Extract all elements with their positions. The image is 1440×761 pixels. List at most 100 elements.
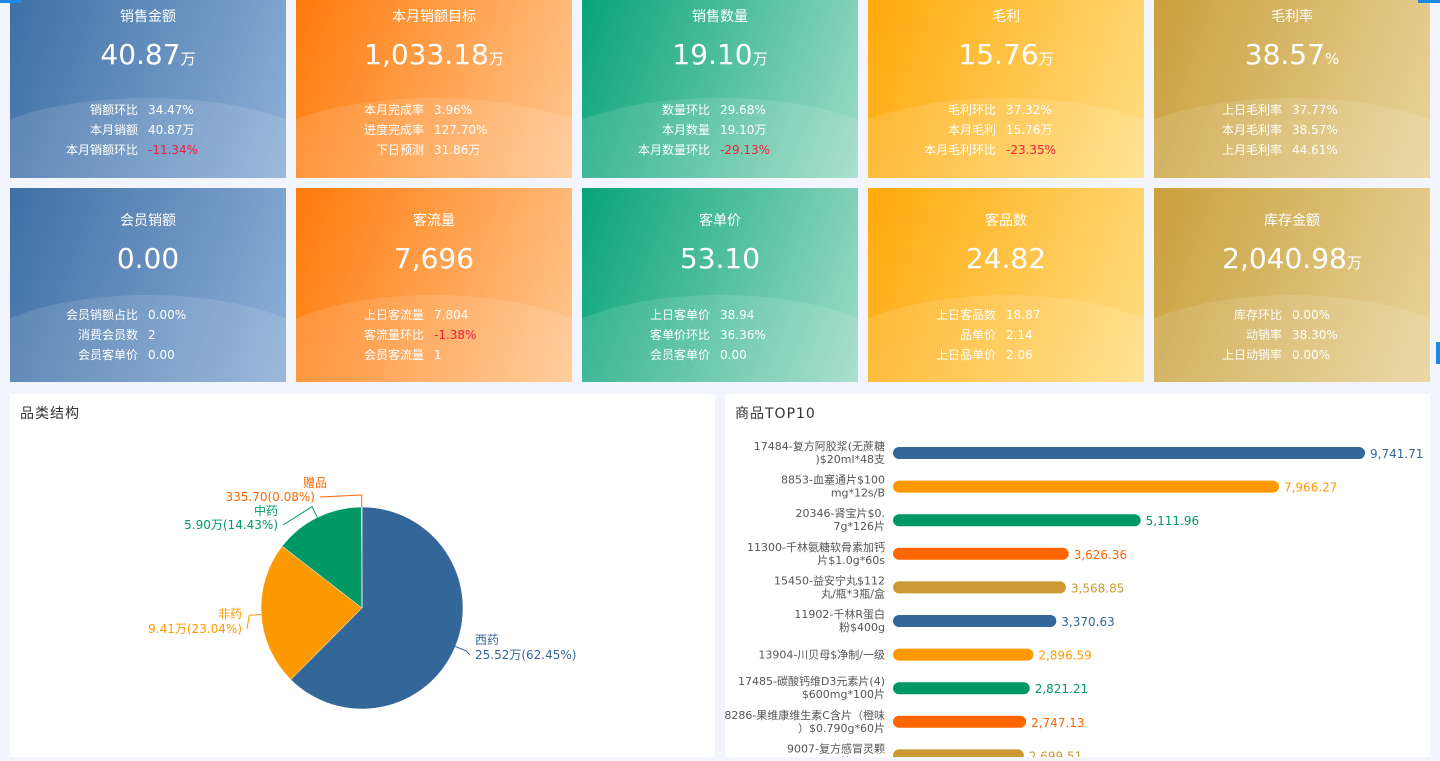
scrollbar-thumb[interactable] <box>1436 342 1440 364</box>
bar[interactable] <box>893 682 1030 695</box>
kpi-row-value: 0.00% <box>1292 348 1331 362</box>
kpi-row: 本月数量环比 -29.13% <box>582 140 858 160</box>
kpi-row-value: 36.36% <box>720 328 766 342</box>
kpi-title: 会员销额 <box>120 213 176 229</box>
kpi-row-label: 上日毛利率 <box>1221 103 1282 117</box>
bar[interactable] <box>893 547 1069 560</box>
kpi-row-value: 2.06 <box>1006 348 1033 362</box>
kpi-card: 客流量 7,696 上日客流量 7,804 客流量环比 -1.38% 会员客流量 1 <box>296 188 572 382</box>
kpi-row-label: 上日动销率 <box>1221 348 1282 362</box>
bar-category-label: 18286-果维康维生素C含片（橙味 <box>725 708 885 722</box>
kpi-row-value: 1 <box>434 348 442 362</box>
kpi-row: 上日品单价 2.06 <box>868 345 1144 365</box>
kpi-row-value: 38.30% <box>1292 328 1338 342</box>
kpi-number: 19.10 <box>672 38 753 71</box>
kpi-row: 上日动销率 0.00% <box>1154 345 1430 365</box>
pie-slice[interactable] <box>281 506 363 609</box>
kpi-row-value: 15.76万 <box>1006 123 1053 137</box>
kpi-card: 销售金额 40.87万 销额环比 34.47% 本月销额 40.87万 本月销额环比 -1… <box>10 0 286 178</box>
pie-label-line <box>455 646 471 656</box>
kpi-row: 动销率 38.30% <box>1154 325 1430 345</box>
kpi-row-label: 数量环比 <box>661 103 710 117</box>
bar[interactable] <box>893 514 1141 527</box>
bar[interactable] <box>893 447 1365 459</box>
bar-value-label: 2,896.59 <box>1038 649 1091 663</box>
kpi-row-value: 18.87 <box>1006 308 1041 322</box>
bar-value-label: 7,966.27 <box>1284 481 1337 495</box>
kpi-row-label: 客单价环比 <box>649 328 710 342</box>
bar[interactable] <box>893 749 1024 761</box>
kpi-row-value: -11.34% <box>148 143 199 157</box>
kpi-title: 客流量 <box>413 213 455 229</box>
kpi-row-label: 上日客单价 <box>649 308 710 322</box>
kpi-unit: 万 <box>1038 50 1054 68</box>
kpi-unit: 万 <box>488 50 504 68</box>
kpi-row: 上日客单价 38.94 <box>582 305 858 325</box>
kpi-row-label: 本月毛利率 <box>1221 123 1282 137</box>
bar-category-label: 粉$400g <box>839 621 885 634</box>
kpi-row: 本月销额环比 -11.34% <box>10 140 286 160</box>
bar-value-label: 3,568.85 <box>1071 581 1124 595</box>
pie-label-name: 西药 <box>475 633 499 647</box>
bar-category-label: 片$1.0g*60s <box>817 554 885 567</box>
kpi-row: 会员客单价 0.00 <box>10 345 286 365</box>
kpi-unit: 万 <box>180 50 196 68</box>
kpi-row-value: 29.68% <box>720 103 766 117</box>
bar-category-label: 17485-碳酸钙维D3元素片(4) <box>738 674 885 688</box>
kpi-row-value: 2.14 <box>1006 328 1033 342</box>
kpi-number: 0.00 <box>116 242 180 275</box>
kpi-row-value: -29.13% <box>720 143 771 157</box>
kpi-row: 本月完成率 3.96% <box>296 100 572 120</box>
pie-slice[interactable] <box>290 506 464 710</box>
kpi-card: 客品数 24.82 上日客品数 18.87 品单价 2.14 上日品单价 2.06 <box>868 188 1144 382</box>
kpi-row-value: 0.00% <box>148 308 187 322</box>
kpi-value: 40.87万 <box>10 38 286 71</box>
kpi-row: 上月毛利率 44.61% <box>1154 140 1430 160</box>
bar[interactable] <box>893 581 1066 594</box>
bar[interactable] <box>893 715 1027 728</box>
pie-label-value: 5.90万(14.43%) <box>184 518 278 532</box>
bar-category-label: )$20ml*48支 <box>815 453 885 466</box>
kpi-unit: % <box>1324 50 1340 68</box>
kpi-title: 库存金额 <box>1264 213 1320 229</box>
kpi-row: 下日预测 31.86万 <box>296 140 572 160</box>
kpi-row: 本月毛利率 38.57% <box>1154 120 1430 140</box>
bar-value-label: 3,626.36 <box>1074 548 1127 562</box>
bar[interactable] <box>893 615 1057 627</box>
kpi-unit: 万 <box>1346 254 1362 272</box>
kpi-number: 15.76 <box>958 38 1039 71</box>
kpi-title: 本月销额目标 <box>392 9 476 25</box>
kpi-row: 进度完成率 127.70% <box>296 120 572 140</box>
kpi-row-label: 本月毛利环比 <box>923 143 996 157</box>
kpi-number: 7,696 <box>393 242 475 275</box>
kpi-row-label: 本月销额 <box>89 123 138 137</box>
kpi-value: 7,696 <box>296 242 572 275</box>
bar[interactable] <box>893 648 1034 661</box>
kpi-row-value: 38.57% <box>1292 123 1338 137</box>
kpi-row-label: 会员销额占比 <box>65 308 138 322</box>
kpi-row: 本月毛利 15.76万 <box>868 120 1144 140</box>
kpi-row-value: 31.86万 <box>434 143 481 157</box>
kpi-number: 38.57 <box>1244 38 1325 71</box>
kpi-row: 本月销额 40.87万 <box>10 120 286 140</box>
kpi-row: 客流量环比 -1.38% <box>296 325 572 345</box>
kpi-row: 本月数量 19.10万 <box>582 120 858 140</box>
kpi-row-label: 会员客单价 <box>77 348 138 362</box>
kpi-row: 销额环比 34.47% <box>10 100 286 120</box>
kpi-row-label: 上日客流量 <box>363 308 424 322</box>
corner-marker <box>0 0 22 3</box>
bar-chart: 17484-复方阿胶浆(无蔗糖)$20ml*48支 9,741.71 8853-血塞… <box>717 439 1423 761</box>
kpi-row-label: 毛利环比 <box>947 103 996 117</box>
kpi-row-label: 本月数量 <box>661 123 710 137</box>
kpi-number: 2,040.98 <box>1222 242 1347 275</box>
bar-category-label: 9007-复方感冒灵颗 <box>787 741 885 755</box>
kpi-title: 毛利 <box>992 9 1020 25</box>
bar[interactable] <box>893 480 1279 493</box>
bar-value-label: 2,747.13 <box>1031 716 1084 730</box>
kpi-row: 消费会员数 2 <box>10 325 286 345</box>
bar-category-label: $600mg*100片 <box>802 688 885 701</box>
kpi-row-value: 0.00 <box>148 348 175 362</box>
kpi-row-label: 上日品单价 <box>935 348 996 362</box>
kpi-card: 毛利 15.76万 毛利环比 37.32% 本月毛利 15.76万 本月毛利环比 -23.… <box>868 0 1144 178</box>
bar-value-label: 9,741.71 <box>1370 447 1423 461</box>
